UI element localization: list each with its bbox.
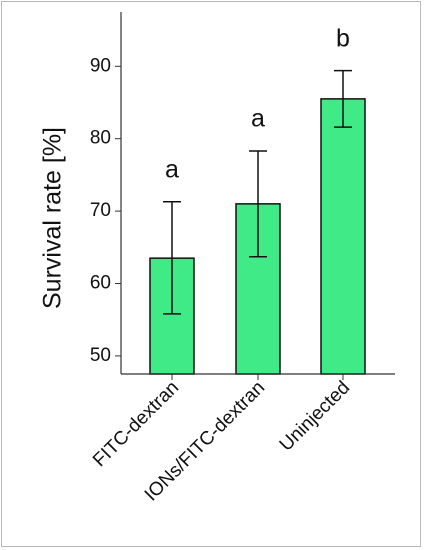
significance-label: a — [165, 155, 179, 183]
bar-uninjected — [320, 98, 366, 375]
significance-label: a — [251, 105, 265, 133]
y-tick-label: 90 — [90, 55, 111, 76]
y-tick-label: 50 — [90, 345, 111, 366]
significance-label: b — [336, 24, 350, 52]
y-tick-label: 80 — [90, 128, 111, 149]
y-axis-title: Survival rate [%] — [39, 127, 67, 309]
x-tick-label: Uninjected — [276, 377, 354, 455]
y-tick-label: 60 — [90, 273, 111, 294]
y-tick-label: 70 — [90, 200, 111, 221]
x-tick-label: FITC-dextran — [89, 377, 183, 471]
